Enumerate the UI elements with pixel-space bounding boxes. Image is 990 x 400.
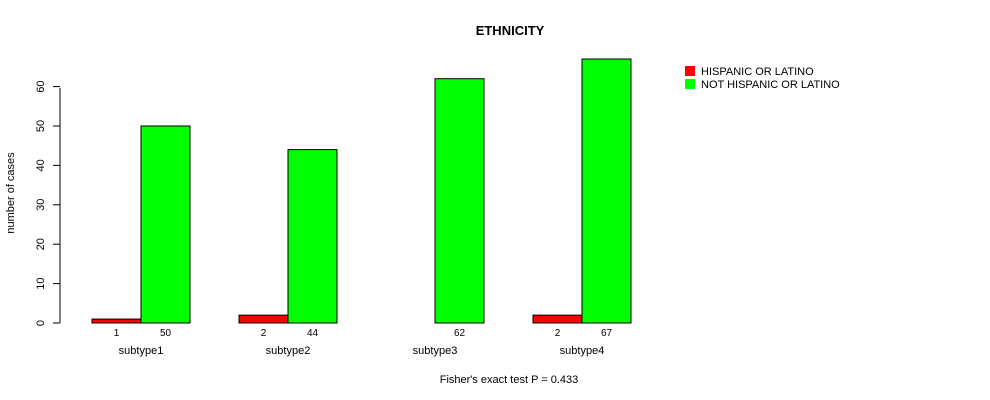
y-tick-label: 60 <box>35 80 47 92</box>
category-label: subtype1 <box>119 345 164 357</box>
category-label: subtype3 <box>413 345 458 357</box>
y-axis-ticks: 0 10 20 30 40 50 60 <box>35 80 60 326</box>
bar <box>91 318 142 324</box>
category-labels: subtype1 subtype2 subtype3 subtype4 <box>119 345 605 357</box>
legend-swatch <box>685 66 695 76</box>
bar <box>532 314 583 324</box>
y-tick-label: 40 <box>35 159 47 171</box>
bar <box>287 149 338 324</box>
bar <box>140 125 191 324</box>
chart-title: ETHNICITY <box>476 23 545 38</box>
bar-value-label: 1 <box>114 328 120 339</box>
bar-value-label: 50 <box>160 328 172 339</box>
bar-value-label: 2 <box>261 328 267 339</box>
legend-swatch <box>685 79 695 89</box>
bar-value-label: 2 <box>555 328 561 339</box>
caption: Fisher's exact test P = 0.433 <box>440 374 579 386</box>
category-label: subtype4 <box>560 345 605 357</box>
y-tick-label: 0 <box>35 320 47 326</box>
bar-value-label: 62 <box>454 328 466 339</box>
bar <box>434 78 485 324</box>
y-tick-label: 50 <box>35 120 47 132</box>
y-tick-label: 30 <box>35 199 47 211</box>
y-axis-label: number of cases <box>5 152 17 234</box>
category-label: subtype2 <box>266 345 311 357</box>
bar-value-labels: 1 50 2 44 62 2 67 <box>114 328 613 339</box>
y-tick-label: 20 <box>35 238 47 250</box>
bar <box>238 314 289 324</box>
bar <box>581 58 632 324</box>
bar-value-label: 67 <box>601 328 613 339</box>
legend-label: HISPANIC OR LATINO <box>701 66 814 78</box>
y-tick-label: 10 <box>35 277 47 289</box>
legend-label: NOT HISPANIC OR LATINO <box>701 79 840 91</box>
bar-value-label: 44 <box>307 328 319 339</box>
bars <box>91 58 632 324</box>
